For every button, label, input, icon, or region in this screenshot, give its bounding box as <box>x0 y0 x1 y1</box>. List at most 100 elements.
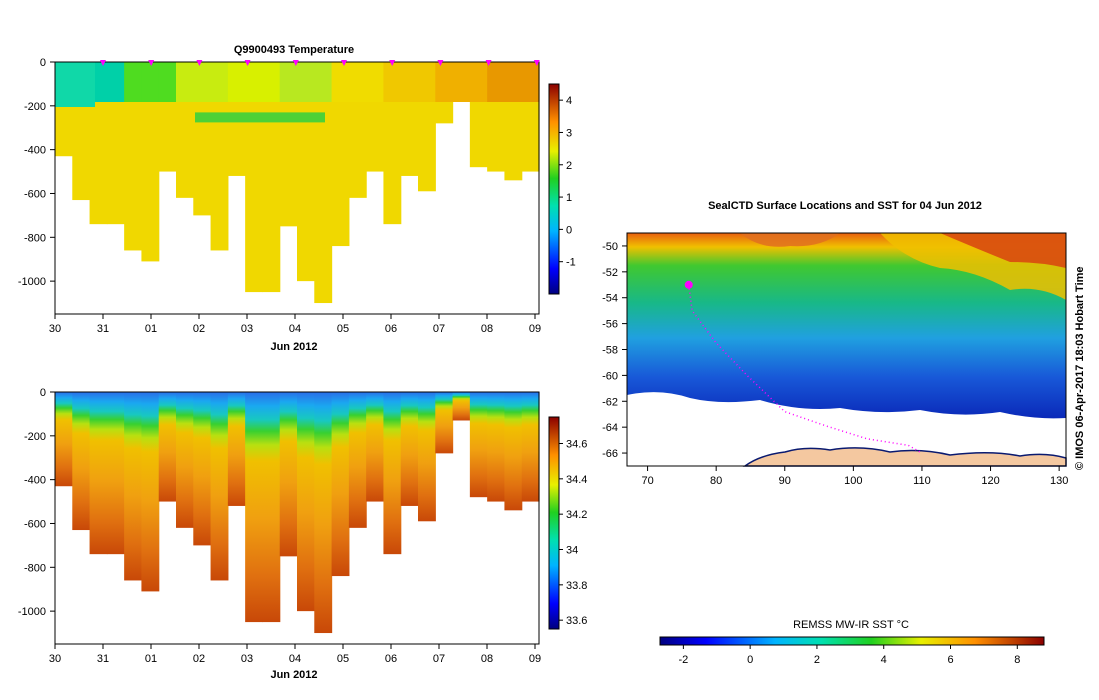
imos-timestamp: © IMOS 06-Apr-2017 18:03 Hobart Time <box>1074 266 1086 470</box>
y-tick-label: -200 <box>24 431 46 443</box>
salinity-profile-cell <box>210 392 229 581</box>
salinity-profile-cell <box>227 392 246 506</box>
salinity-profile-cell <box>141 392 160 592</box>
map-latitude-axis: -50 -52 -54 -56 -58 -60 -62 -64 -66 <box>602 241 627 460</box>
temperature-deep-cell <box>400 102 419 176</box>
lat-tick-label: -56 <box>602 319 618 331</box>
temperature-cold-layer <box>195 112 325 123</box>
y-tick-label: -1000 <box>18 276 46 288</box>
sst-colorbar-tick-label: 4 <box>881 654 887 666</box>
salinity-profile-cell <box>89 392 108 555</box>
temperature-deep-cell <box>193 102 212 216</box>
map-title: SealCTD Surface Locations and SST for 04… <box>708 200 982 212</box>
y-tick-label: -800 <box>24 232 46 244</box>
lat-tick-label: -62 <box>602 396 618 408</box>
salinity-profile-cell <box>348 392 367 528</box>
x-tick-label: 09 <box>529 323 541 335</box>
lat-tick-label: -50 <box>602 241 618 253</box>
colorbar-tick-label: 34.4 <box>566 474 587 486</box>
salinity-profile-cell <box>279 392 298 557</box>
sst-colorbar-label: REMSS MW-IR SST °C <box>793 619 909 631</box>
temperature-deep-cell <box>314 102 333 304</box>
warm-water-patch-west <box>740 233 840 247</box>
colorbar-tick-label: 3 <box>566 127 572 139</box>
lon-tick-label: 70 <box>641 475 653 487</box>
colorbar-tick-label: 33.6 <box>566 615 587 627</box>
profile-marker <box>437 60 444 66</box>
temperature-surface-cell <box>331 62 350 102</box>
temperature-chart-title: Q9900493 Temperature <box>234 44 354 56</box>
temperature-surface-cell <box>521 62 540 102</box>
salinity-profile-cell <box>158 392 177 502</box>
temperature-deep-cell <box>72 102 91 201</box>
lon-tick-label: 120 <box>981 475 999 487</box>
temperature-deep-cell <box>176 102 194 198</box>
temperature-surface-cell <box>366 62 385 102</box>
temperature-deep-cell <box>245 102 264 293</box>
x-tick-label: 06 <box>385 653 397 665</box>
temperature-surface-cell <box>504 62 523 102</box>
y-tick-label: -600 <box>24 518 46 530</box>
temperature-deep-cell <box>435 102 454 124</box>
lon-tick-label: 110 <box>913 475 931 487</box>
x-tick-label: 05 <box>337 653 349 665</box>
temperature-deep-cell <box>366 102 385 172</box>
temperature-surface-cell <box>124 62 143 102</box>
salinity-profile-cell <box>106 392 125 555</box>
y-tick-label: -600 <box>24 188 46 200</box>
salinity-profile-cell <box>469 392 488 498</box>
temperature-profile-markers <box>100 60 540 66</box>
temperature-surface-cell <box>245 62 264 102</box>
temperature-surface-cell <box>469 62 488 102</box>
x-tick-label: 02 <box>193 323 205 335</box>
salinity-profile-cell <box>297 392 315 612</box>
temperature-deep-cell <box>297 102 315 282</box>
x-tick-label: 01 <box>145 323 157 335</box>
temperature-surface-cell <box>435 62 454 102</box>
sst-colorbar-tick-label: 2 <box>814 654 820 666</box>
y-tick-label: -200 <box>24 101 46 113</box>
salinity-profile-cell <box>176 392 194 528</box>
salinity-section-panel: 0 -200 -400 -600 -800 -1000 30 31 01 02 03 04 05 06 0… <box>18 387 588 681</box>
salinity-profile-cell <box>435 392 454 454</box>
temperature-deep-cell <box>141 102 160 262</box>
salinity-profile-cell <box>55 392 73 487</box>
colorbar-tick-label: 2 <box>566 160 572 172</box>
temperature-x-axis-label: Jun 2012 <box>270 341 317 353</box>
salinity-y-axis: 0 -200 -400 -600 -800 -1000 <box>18 387 55 618</box>
salinity-profile-cell <box>314 392 333 634</box>
temperature-surface-cell <box>383 62 402 102</box>
sst-colorbar <box>659 636 1045 646</box>
temperature-surface-cell <box>297 62 315 102</box>
profile-marker <box>341 60 347 66</box>
temperature-surface-cell <box>262 62 281 102</box>
salinity-profile-cell <box>245 392 264 623</box>
x-tick-label: 30 <box>49 653 61 665</box>
profile-marker <box>148 60 155 66</box>
salinity-colorbar-ticks: 33.6 33.8 34 34.2 34.4 34.6 <box>559 439 587 627</box>
colorbar-tick-label: 1 <box>566 192 572 204</box>
temperature-surface-cell <box>158 62 177 102</box>
temperature-deep-cell <box>469 102 488 168</box>
salinity-profile-cell <box>366 392 385 502</box>
salinity-profile-cell <box>262 392 281 623</box>
x-tick-label: 30 <box>49 323 61 335</box>
temperature-colorbar <box>548 83 560 295</box>
x-tick-label: 05 <box>337 323 349 335</box>
sst-colorbar-tick-label: 8 <box>1014 654 1020 666</box>
temperature-surface-cell <box>210 62 229 102</box>
temperature-surface-cell <box>176 62 194 102</box>
temperature-section-panel: Q9900493 Temperature 0 -200 -400 -600 -800 -1… <box>18 44 576 353</box>
lat-tick-label: -60 <box>602 370 618 382</box>
salinity-profile-cell <box>400 392 419 506</box>
salinity-profile-cell <box>193 392 212 546</box>
colorbar-tick-label: 34.2 <box>566 509 587 521</box>
temperature-x-axis: 30 31 01 02 03 04 05 06 07 08 09 <box>49 314 541 335</box>
temperature-deep-cell <box>158 102 177 172</box>
x-tick-label: 01 <box>145 653 157 665</box>
colorbar-tick-label: -1 <box>566 257 576 269</box>
colorbar-tick-label: 34.6 <box>566 439 587 451</box>
temperature-deep-cell <box>210 102 229 251</box>
temperature-deep-cell <box>521 102 540 172</box>
